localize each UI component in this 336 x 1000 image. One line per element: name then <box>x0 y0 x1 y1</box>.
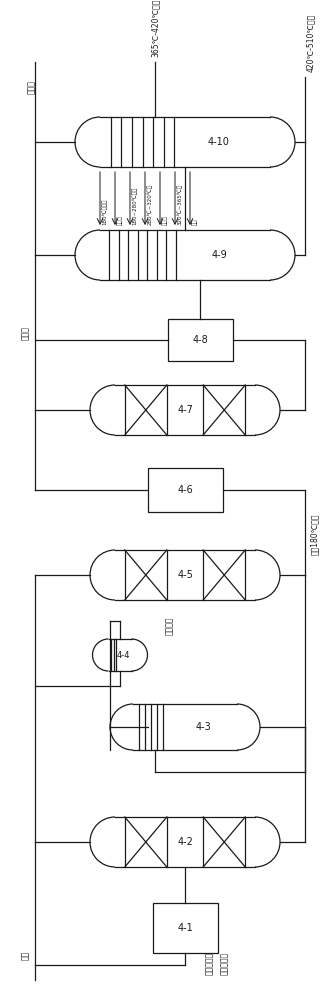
Text: 420℃-510℃馏分: 420℃-510℃馏分 <box>305 14 314 72</box>
Text: 4-10: 4-10 <box>208 137 230 147</box>
Text: 驱放气: 驱放气 <box>27 80 36 94</box>
Text: 压器油: 压器油 <box>162 215 168 225</box>
Text: 4-5: 4-5 <box>177 570 193 580</box>
Bar <box>153 903 217 953</box>
Text: 320℃~365℃冷: 320℃~365℃冷 <box>177 184 182 225</box>
Text: 石脑油: 石脑油 <box>117 215 123 225</box>
Text: 大于180℃馏分: 大于180℃馏分 <box>310 514 319 555</box>
Text: 180℃之前的: 180℃之前的 <box>102 199 108 225</box>
Text: 油温: 油温 <box>192 219 198 225</box>
Text: 4-2: 4-2 <box>177 837 193 847</box>
Text: 4-8: 4-8 <box>192 335 208 345</box>
Text: 365℃-420℃馏分: 365℃-420℃馏分 <box>151 0 160 57</box>
Bar <box>148 468 222 512</box>
Text: 后的馏分油: 后的馏分油 <box>220 952 229 975</box>
Text: 循环氢: 循环氢 <box>20 326 30 340</box>
Text: 4-9: 4-9 <box>211 250 227 260</box>
Text: 180~280℃蒽蒽: 180~280℃蒽蒽 <box>132 187 138 225</box>
Text: 4-1: 4-1 <box>177 923 193 933</box>
Bar <box>168 319 233 361</box>
Text: 煤焦油精制: 煤焦油精制 <box>205 952 214 975</box>
Text: 石脑油馏: 石脑油馏 <box>165 616 174 635</box>
Text: 280℃~320℃变: 280℃~320℃变 <box>147 184 153 225</box>
Text: 4-4: 4-4 <box>117 650 130 660</box>
Text: 4-7: 4-7 <box>177 405 193 415</box>
Text: 新氢: 新氢 <box>20 950 30 960</box>
Text: 4-3: 4-3 <box>196 722 212 732</box>
Text: 4-6: 4-6 <box>177 485 193 495</box>
